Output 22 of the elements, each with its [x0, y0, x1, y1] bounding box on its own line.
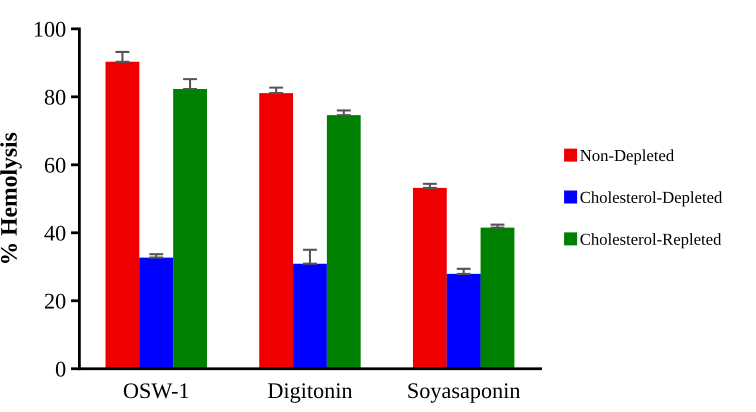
legend-label: Cholesterol-Repleted — [580, 233, 722, 248]
y-axis-title: % Hemolysis — [0, 132, 22, 263]
legend-label: Non-Depleted — [580, 149, 674, 165]
y-tick-label: 60 — [44, 158, 66, 173]
y-tick-label: 0 — [56, 362, 66, 377]
y-tick-label: 20 — [44, 294, 66, 309]
bar — [326, 115, 361, 369]
bar — [480, 228, 514, 369]
bar — [412, 188, 447, 369]
x-tick-label: Digitonin — [268, 383, 352, 403]
legend-label: Cholesterol-Depleted — [580, 191, 722, 206]
x-tick-label: OSW-1 — [124, 383, 188, 398]
y-tick-label: 80 — [44, 90, 66, 105]
y-tick-label: 40 — [44, 226, 66, 241]
bar — [446, 274, 481, 369]
bar — [293, 264, 327, 369]
y-tick-label: 100 — [34, 22, 66, 37]
bar — [106, 62, 140, 369]
bar — [259, 93, 294, 369]
x-tick-label: Soyasaponin — [408, 383, 520, 403]
bar — [139, 258, 174, 369]
bar — [173, 89, 207, 369]
